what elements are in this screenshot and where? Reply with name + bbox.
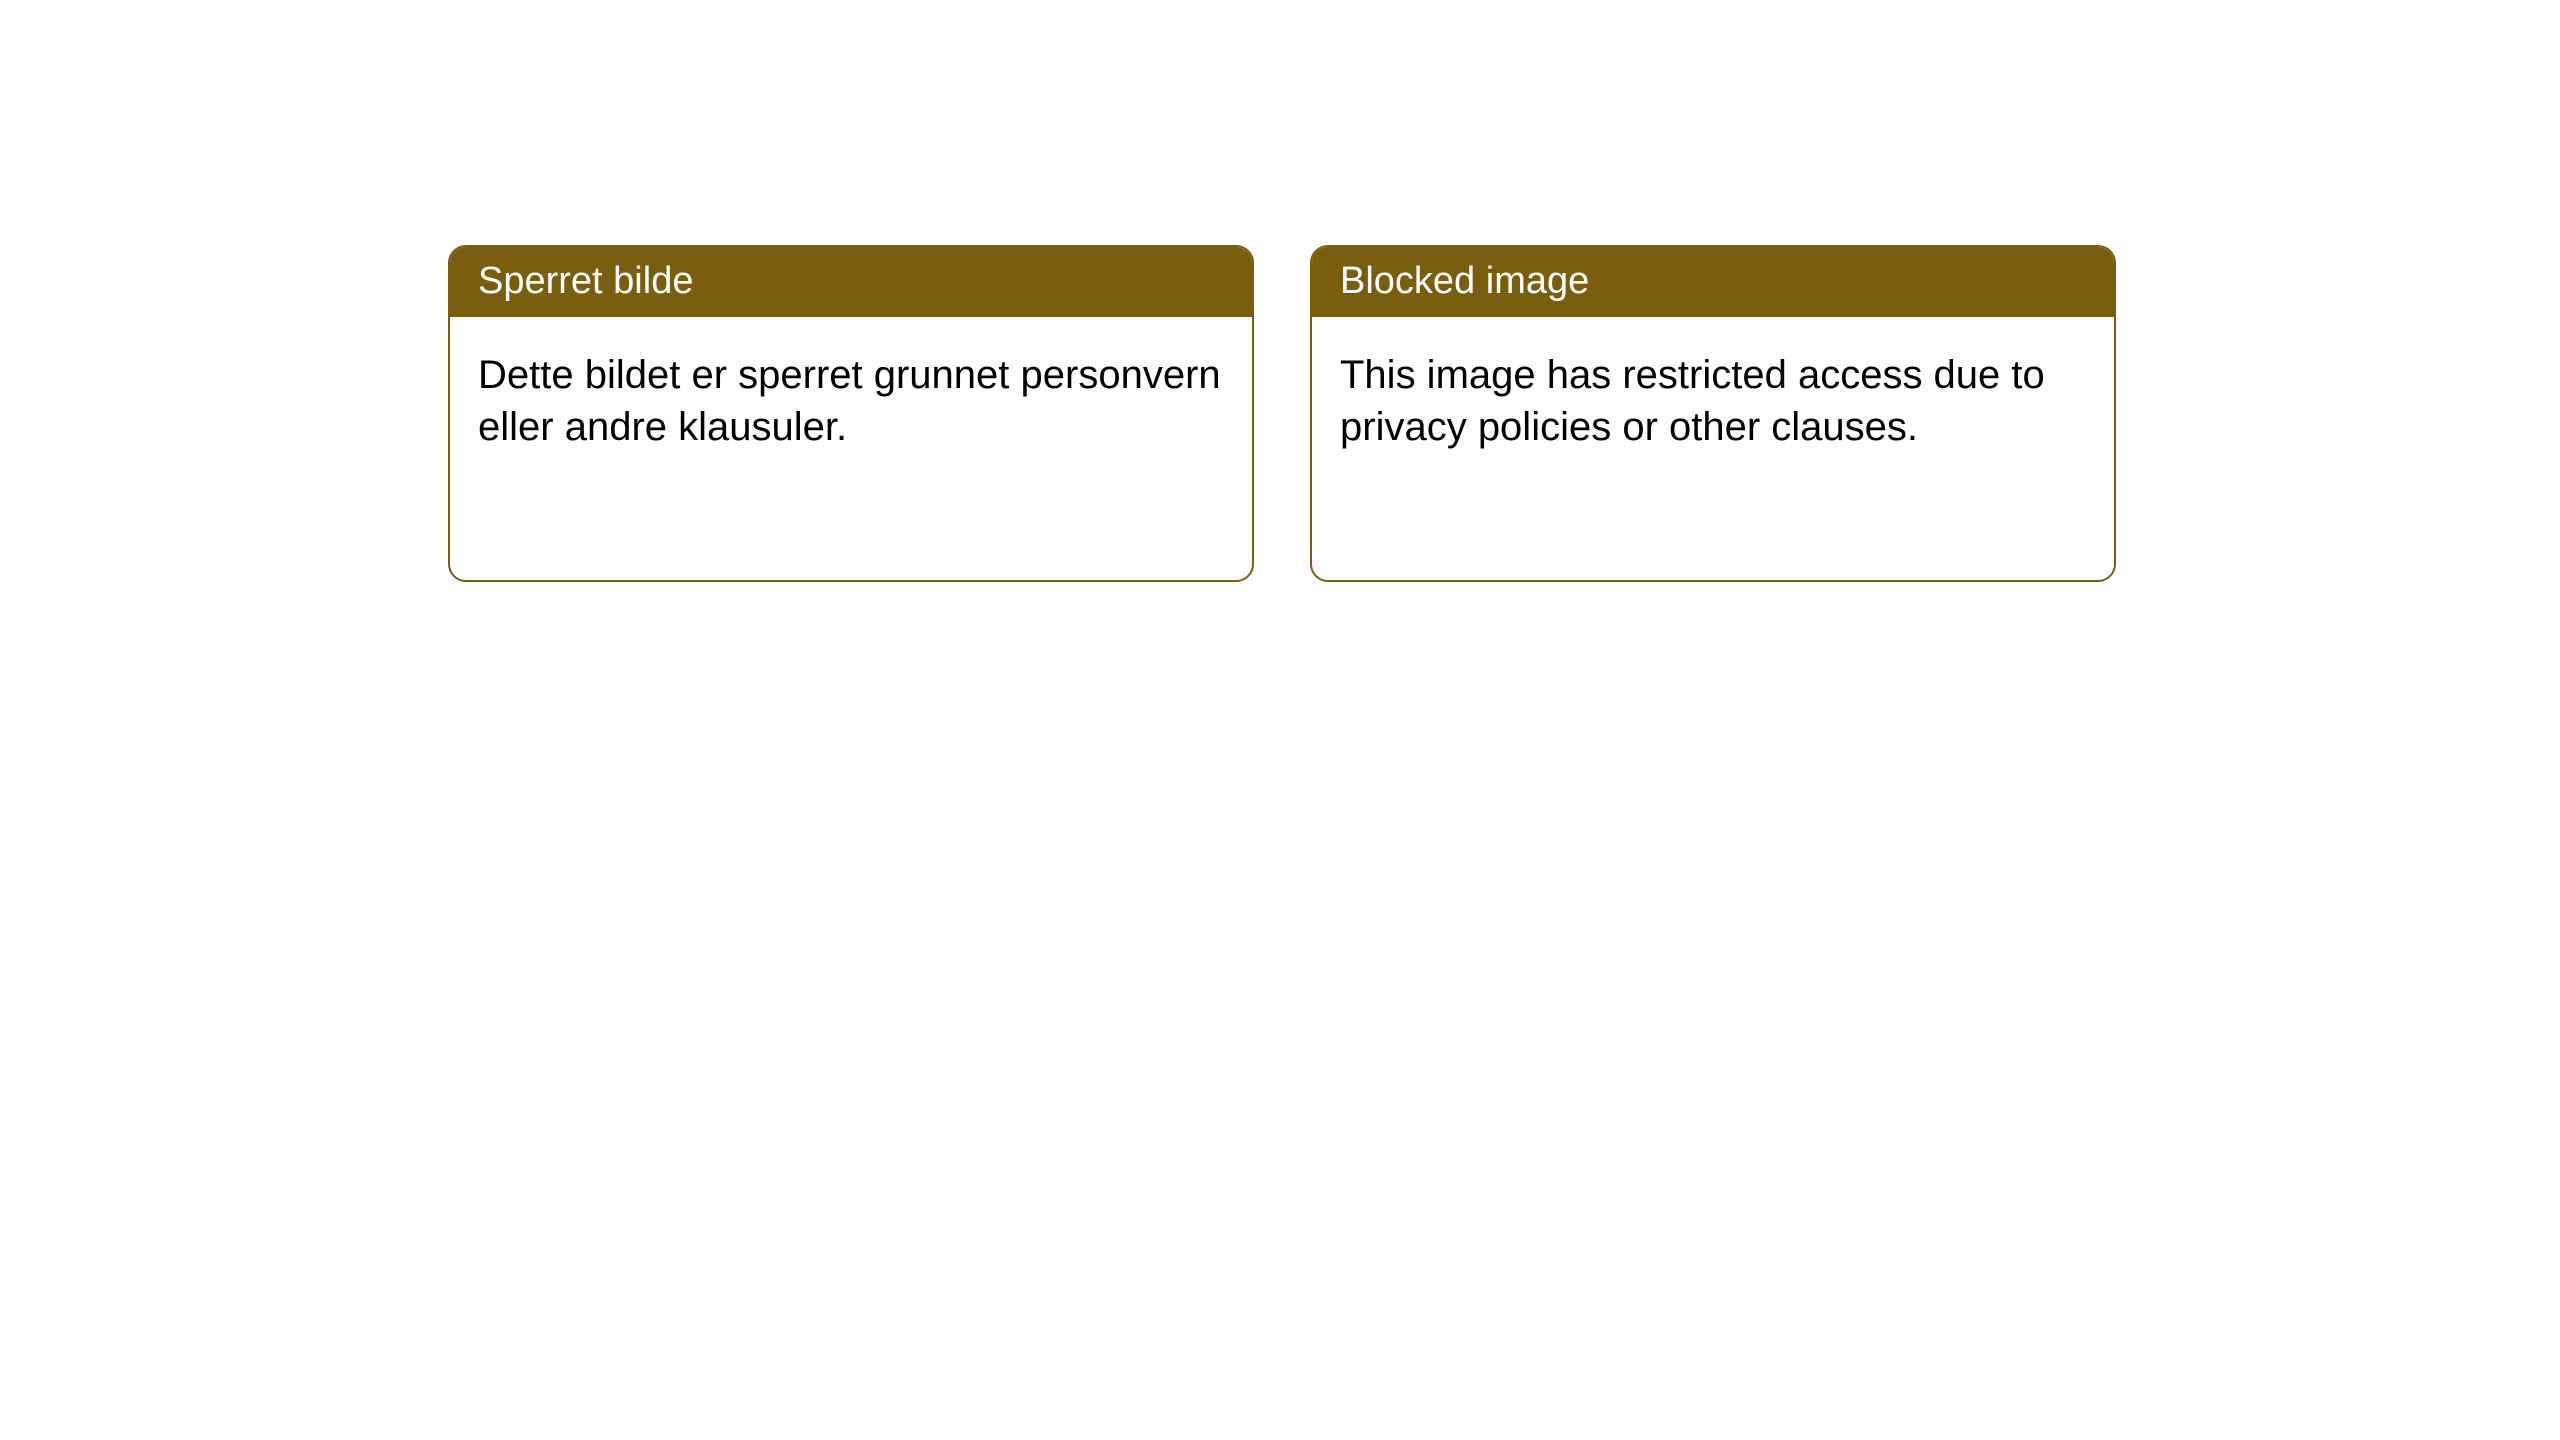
notice-title: Blocked image: [1340, 260, 1589, 302]
notice-box-norwegian: Sperret bilde Dette bildet er sperret gr…: [448, 245, 1254, 582]
notice-container: Sperret bilde Dette bildet er sperret gr…: [448, 245, 2116, 582]
notice-title: Sperret bilde: [478, 260, 693, 302]
notice-box-english: Blocked image This image has restricted …: [1310, 245, 2116, 582]
notice-body: This image has restricted access due to …: [1312, 317, 2114, 485]
notice-header: Sperret bilde: [450, 247, 1252, 317]
notice-body: Dette bildet er sperret grunnet personve…: [450, 317, 1252, 485]
notice-text: Dette bildet er sperret grunnet personve…: [478, 353, 1221, 449]
notice-text: This image has restricted access due to …: [1340, 353, 2045, 449]
notice-header: Blocked image: [1312, 247, 2114, 317]
